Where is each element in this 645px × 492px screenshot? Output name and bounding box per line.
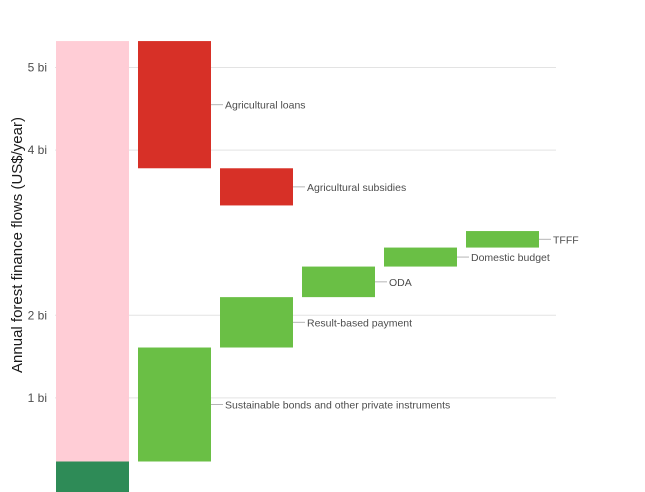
- bar-label: Domestic budget: [471, 252, 550, 264]
- bar-tfff: [466, 231, 539, 248]
- y-tick-label: 2 bi: [28, 308, 47, 322]
- bar-result-based-payment: [220, 297, 293, 348]
- bar-agricultural-loans: [138, 41, 211, 169]
- bars: [56, 41, 539, 492]
- bar-oda: [302, 266, 375, 298]
- y-axis: 1 bi 2 bi 4 bi 5 bi: [28, 61, 47, 405]
- bar-label: TFFF: [553, 234, 579, 246]
- bar-label: Sustainable bonds and other private inst…: [225, 400, 450, 412]
- total-bar-highlight: [56, 41, 129, 462]
- annotations: Agricultural loans Agricultural subsidies…: [211, 100, 579, 412]
- bar-label: Result-based payment: [307, 317, 412, 329]
- y-tick-label: 5 bi: [28, 61, 47, 75]
- bar-label: Agricultural subsidies: [307, 182, 406, 194]
- y-axis-title: Annual forest finance flows (US$/year): [9, 117, 26, 373]
- y-tick-label: 1 bi: [28, 391, 47, 405]
- bar-domestic-budget: [384, 247, 457, 267]
- y-tick-label: 4 bi: [28, 143, 47, 157]
- total-bar-base: [56, 461, 129, 492]
- bar-sustainable-bonds-and-other-private-instruments: [138, 347, 211, 462]
- bar-label: Agricultural loans: [225, 100, 306, 112]
- bar-label: ODA: [389, 277, 412, 289]
- bar-agricultural-subsidies: [220, 168, 293, 206]
